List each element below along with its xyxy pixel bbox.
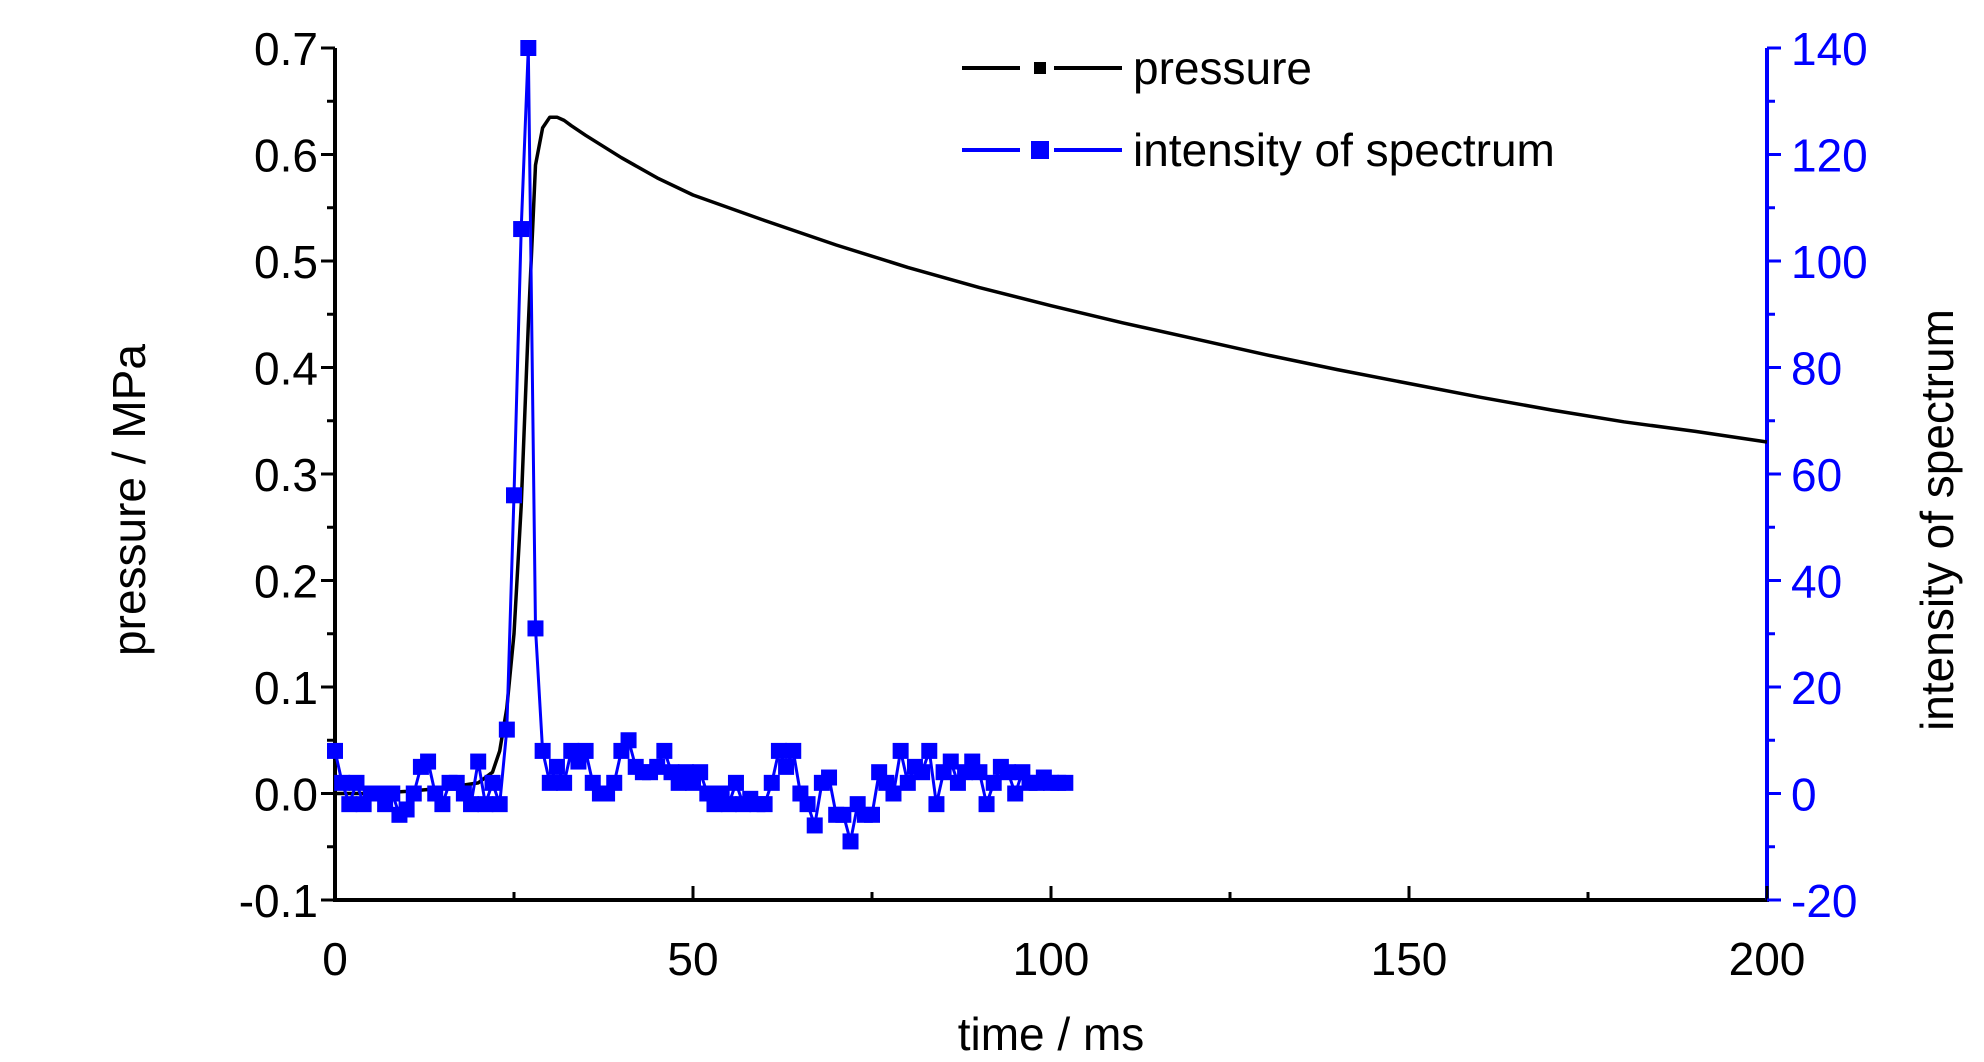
intensity-point: [434, 796, 451, 813]
intensity-point: [978, 796, 995, 813]
intensity-point: [620, 732, 637, 749]
intensity-point: [556, 774, 573, 791]
y-left-tick-label: 0.3: [254, 449, 318, 501]
intensity-point: [470, 753, 487, 770]
intensity-point: [864, 806, 880, 823]
y-right-tick-label: 80: [1791, 343, 1842, 395]
pressure-line: [335, 115, 1768, 796]
intensity-point: [892, 742, 909, 759]
intensity-point: [506, 487, 522, 504]
y-right-tick-label: 120: [1791, 130, 1868, 182]
x-tick-label: 50: [667, 933, 718, 985]
intensity-line: [333, 46, 1066, 843]
intensity-point: [885, 785, 902, 802]
intensity-point: [1057, 774, 1074, 791]
intensity-point: [821, 769, 838, 786]
intensity-point: [513, 221, 530, 238]
legend-pressure-marker: [1034, 62, 1046, 74]
intensity-point: [1000, 764, 1017, 781]
legend-label-intensity: intensity of spectrum: [1133, 124, 1555, 176]
axis-ticks: 0 50 100 150 200-0.10.00.10.20.30.40.50.60.7…: [239, 23, 1868, 985]
intensity-point: [778, 758, 795, 775]
intensity-point: [477, 796, 494, 813]
x-tick-label: 0: [322, 933, 348, 985]
intensity-point: [756, 796, 773, 813]
intensity-point: [770, 742, 787, 759]
intensity-point: [1007, 785, 1024, 802]
intensity-point: [806, 817, 823, 834]
intensity-point: [606, 774, 623, 791]
intensity-point: [520, 40, 537, 56]
x-tick-label: 200: [1729, 933, 1806, 985]
legend-item-pressure: pressure: [962, 42, 1312, 94]
intensity-point: [899, 774, 916, 791]
intensity-point: [971, 764, 988, 781]
legend-label-pressure: pressure: [1133, 42, 1312, 94]
y-left-tick-label: 0.7: [254, 23, 318, 75]
intensity-point: [727, 774, 744, 791]
x-axis-title: time / ms: [958, 1008, 1145, 1060]
intensity-point: [928, 796, 945, 813]
intensity-point: [491, 796, 508, 813]
legend: pressure intensity of spectrum: [962, 42, 1555, 176]
y-left-tick-label: 0.1: [254, 662, 318, 714]
intensity-point: [577, 742, 594, 759]
y-right-tick-label: 60: [1791, 449, 1842, 501]
y-left-tick-label: 0.4: [254, 343, 318, 395]
intensity-point: [348, 774, 365, 791]
y-axis-left-title: pressure / MPa: [103, 344, 155, 656]
y-left-tick-label: -0.1: [239, 875, 318, 927]
intensity-point: [527, 620, 544, 637]
intensity-point: [384, 785, 401, 802]
intensity-point: [914, 764, 931, 781]
intensity-point: [334, 774, 351, 791]
intensity-point: [405, 785, 422, 802]
intensity-point: [398, 801, 415, 818]
y-right-tick-label: 20: [1791, 662, 1842, 714]
intensity-point: [420, 753, 437, 770]
intensity-point: [541, 774, 558, 791]
intensity-point: [921, 742, 938, 759]
intensity-point: [498, 721, 515, 738]
y-left-tick-label: 0.6: [254, 130, 318, 182]
intensity-point: [463, 796, 480, 813]
intensity-point: [341, 796, 358, 813]
series-layer: [327, 40, 1768, 850]
intensity-point: [763, 774, 780, 791]
intensity-point: [534, 742, 551, 759]
intensity-point: [985, 774, 1002, 791]
y-left-tick-label: 0.2: [254, 556, 318, 608]
intensity-point: [692, 764, 709, 781]
intensity-point: [720, 796, 737, 813]
intensity-point: [842, 833, 859, 850]
intensity-point: [799, 796, 816, 813]
y-right-tick-label: 140: [1791, 23, 1868, 75]
intensity-point: [835, 806, 852, 823]
intensity-point: [484, 774, 501, 791]
y-right-tick-label: 100: [1791, 236, 1868, 288]
intensity-point: [548, 758, 565, 775]
x-tick-label: 150: [1371, 933, 1448, 985]
y-left-tick-label: 0.5: [254, 236, 318, 288]
y-right-tick-label: -20: [1791, 875, 1857, 927]
y-left-tick-label: 0.0: [254, 769, 318, 821]
y-axis-right-title: intensity of spectrum: [1911, 309, 1963, 731]
y-right-tick-label: 40: [1791, 556, 1842, 608]
legend-intensity-marker: [1031, 141, 1049, 159]
y-right-tick-label: 0: [1791, 769, 1817, 821]
x-tick-label: 100: [1013, 933, 1090, 985]
intensity-point: [785, 742, 802, 759]
intensity-point: [649, 758, 666, 775]
legend-item-intensity: intensity of spectrum: [962, 124, 1555, 176]
intensity-point: [327, 742, 343, 759]
intensity-point: [942, 753, 959, 770]
intensity-point: [656, 742, 673, 759]
